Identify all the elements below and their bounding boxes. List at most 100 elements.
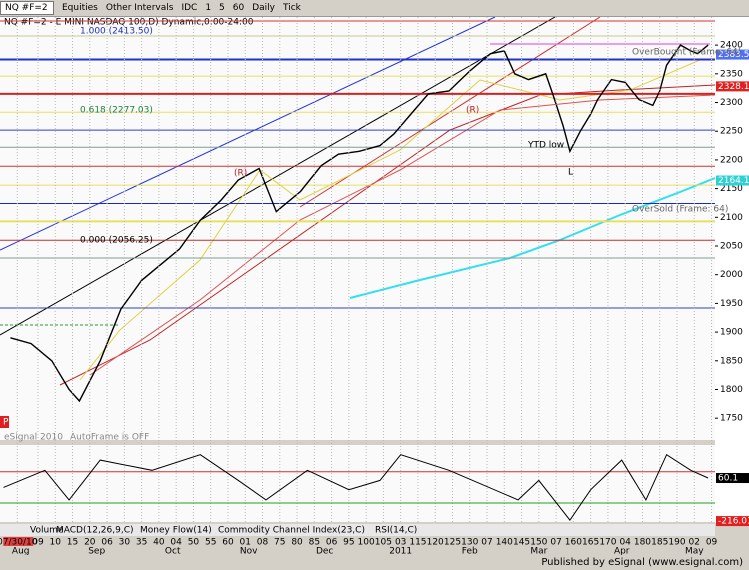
chart: Volume MACD(12,26,9,C) Money Flow(14) Co… [0, 17, 749, 555]
annotation: eSignal 2010 [4, 433, 63, 443]
month-label: Aug [12, 547, 30, 556]
toolbar-button[interactable]: Daily [252, 3, 276, 13]
status-bar: Published by eSignal (www.esignal.com) [541, 557, 743, 568]
toolbar-button[interactable]: 1 [205, 3, 212, 13]
price-tag [716, 516, 749, 527]
annotation: OverSold (Frame: 64) [632, 205, 728, 215]
y-tick-label: 2250 [720, 127, 743, 137]
y-tick-label: 1750 [720, 414, 743, 424]
y-tick-label: 2400 [720, 41, 743, 51]
x-tick-label: 190 [668, 538, 685, 548]
channel-line [0, 17, 556, 336]
annotation: L [568, 168, 573, 178]
toolbar-button[interactable]: Equities [62, 3, 98, 13]
x-tick-label: 07 [550, 538, 561, 548]
x-tick-label: 165 [582, 538, 599, 548]
symbol-input[interactable]: NQ #F=2 [0, 1, 54, 15]
month-label: Dec [316, 547, 333, 556]
price-tag-label: -216.01 [718, 517, 749, 527]
month-label: Mar [530, 547, 547, 556]
month-label: Oct [165, 547, 181, 556]
x-tick-label: 180 [634, 538, 651, 548]
cci-line [3, 453, 709, 521]
y-tick-label: 1850 [720, 356, 743, 366]
moving-average [89, 94, 715, 376]
x-tick-label: 04 [170, 538, 182, 548]
toolbar-button[interactable]: 60 [232, 3, 245, 13]
x-tick-label: 140 [496, 538, 513, 548]
x-tick-label: 55 [205, 538, 216, 548]
annotation: YTD low [527, 141, 564, 151]
indicator-tab[interactable]: Volume [30, 526, 64, 536]
x-tick-label: 08 [257, 538, 269, 548]
price-axis [715, 17, 749, 523]
indicator-tab[interactable]: MACD(12,26,9,C) [56, 526, 134, 536]
moving-average [59, 84, 715, 386]
x-tick-label: 130 [461, 538, 478, 548]
toolbar: NQ #F=2 Equities Other Intervals IDC 1 5… [0, 0, 749, 17]
x-tick-label: 150 [530, 538, 547, 548]
x-tick-label: 80 [291, 538, 303, 548]
x-tick-label: 100 [358, 538, 375, 548]
x-tick-label: 120 [427, 538, 444, 548]
date-axis [0, 536, 749, 555]
x-tick-label: 06 [326, 538, 338, 548]
annotation: P [3, 418, 9, 428]
x-tick-label: 50 [188, 538, 200, 548]
price-tag-label: 2164.1 [718, 176, 749, 186]
x-tick-label: 125 [444, 538, 461, 548]
x-tick-label: 75 [274, 538, 285, 548]
x-tick-label: 03 [395, 538, 406, 548]
marker-box [0, 416, 9, 428]
toolbar-button[interactable]: Tick [283, 3, 301, 13]
x-tick-label: 07/30/10 [0, 538, 38, 548]
x-tick-label: 06 [101, 538, 113, 548]
month-label: May [685, 547, 704, 556]
price-tag [716, 473, 749, 484]
month-label: Apr [614, 547, 630, 556]
x-tick-label: 95 [343, 538, 354, 548]
y-tick-label: 2000 [720, 270, 743, 280]
toolbar-button[interactable]: 5 [219, 3, 225, 13]
indicator-tab[interactable]: RSI(14,C) [375, 526, 417, 536]
x-tick-label: 185 [651, 538, 668, 548]
x-tick-label: 10 [50, 538, 62, 548]
price-line [10, 44, 709, 403]
annotation: AutoFrame is OFF [70, 433, 149, 443]
x-tick-label: 145 [513, 538, 530, 548]
month-label: Feb [462, 547, 478, 556]
annotation: 0.000 (2056.25) [80, 236, 153, 246]
y-tick-label: 2200 [720, 155, 743, 165]
x-tick-label: 35 [136, 538, 147, 548]
y-tick-label: 2300 [720, 98, 743, 108]
price-tag-label: 2383.50 [718, 50, 749, 60]
toolbar-button[interactable]: Other Intervals [105, 3, 174, 13]
main-plot [0, 20, 715, 403]
chart-title: NQ #F=2 - E MINI NASDAQ 100,D) Dynamic,0… [4, 18, 254, 28]
tab-row: Volume MACD(12,26,9,C) Money Flow(14) Co… [30, 526, 417, 536]
y-tick-label: 1950 [720, 299, 743, 309]
toolbar-button[interactable]: IDC [181, 3, 198, 13]
y-tick-label: 1800 [720, 385, 743, 395]
x-tick-label: 60 [222, 538, 234, 548]
annotation: 0.618 (2277.03) [80, 106, 153, 116]
x-tick-label: 170 [599, 538, 616, 548]
x-tick-label: 40 [153, 538, 165, 548]
y-tick-label: 2150 [720, 184, 743, 194]
annotation: (R) [466, 106, 479, 116]
price-tag [716, 175, 749, 186]
date-highlight [3, 537, 34, 546]
indicator-tab[interactable]: Money Flow(14) [140, 526, 212, 536]
lower-panel [0, 445, 715, 522]
y-tick-label: 2050 [720, 242, 743, 252]
y-tick-label: 1900 [720, 328, 743, 338]
x-tick-label: 160 [565, 538, 582, 548]
x-tick-label: 02 [689, 538, 700, 548]
indicator-tabs [0, 524, 715, 536]
indicator-tab[interactable]: Commodity Channel Index(23,C) [218, 526, 365, 536]
x-tick-label: 09 [706, 538, 718, 548]
price-tag [716, 49, 749, 60]
main-panel [0, 17, 715, 440]
x-tick-label: 09 [32, 538, 44, 548]
